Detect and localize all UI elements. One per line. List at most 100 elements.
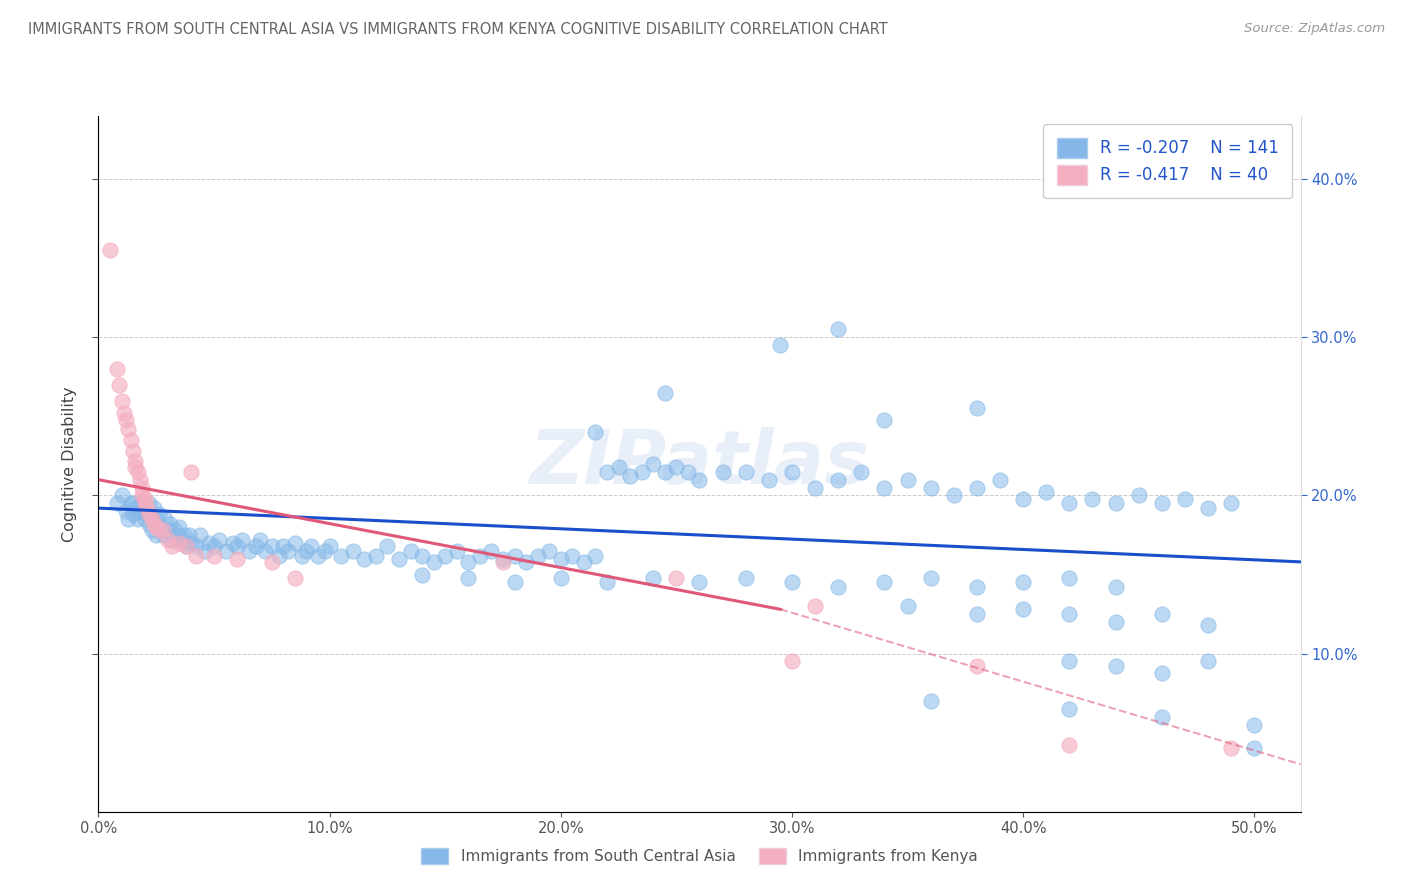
Point [141,512,163,526]
Point [226,539,249,553]
Point [145,520,167,534]
Point [1104,659,1126,673]
Point [780,575,803,590]
Point [131,481,153,495]
Point [260,539,283,553]
Point [561,549,583,563]
Point [377,539,399,553]
Point [643,571,665,585]
Point [253,543,276,558]
Point [162,539,184,553]
Point [503,575,526,590]
Point [585,549,607,563]
Point [873,412,896,426]
Point [115,412,138,426]
Point [208,533,231,547]
Point [607,460,630,475]
Point [769,338,792,352]
Point [124,453,146,467]
Point [120,433,142,447]
Point [105,496,128,510]
Point [129,473,152,487]
Point [277,543,299,558]
Point [273,539,295,553]
Point [148,508,170,522]
Point [688,473,710,487]
Point [804,481,827,495]
Point [468,549,491,563]
Point [145,512,167,526]
Point [141,523,163,537]
Point [1104,580,1126,594]
Point [177,528,200,542]
Point [481,543,503,558]
Point [503,549,526,563]
Point [184,539,207,553]
Point [1059,702,1081,716]
Point [1150,710,1173,724]
Point [492,551,515,566]
Point [245,539,267,553]
Point [174,539,197,553]
Text: ZIPatlas: ZIPatlas [530,427,869,500]
Point [851,465,873,479]
Point [734,571,756,585]
Point [1174,491,1197,506]
Point [342,543,364,558]
Point [122,508,145,522]
Point [138,516,160,531]
Point [1059,607,1081,621]
Point [169,520,191,534]
Point [221,536,243,550]
Point [596,575,619,590]
Point [260,555,283,569]
Point [446,543,468,558]
Point [643,457,665,471]
Point [120,496,142,510]
Point [162,533,184,547]
Point [758,473,780,487]
Point [110,488,132,502]
Point [188,528,211,542]
Point [1059,571,1081,585]
Point [1104,496,1126,510]
Point [873,481,896,495]
Point [676,465,699,479]
Point [134,512,156,526]
Point [619,469,641,483]
Point [299,539,322,553]
Point [202,549,225,563]
Point [411,567,433,582]
Point [1104,615,1126,629]
Point [330,549,353,563]
Point [152,523,174,537]
Point [117,512,139,526]
Point [314,543,336,558]
Point [170,533,193,547]
Point [108,377,131,392]
Point [920,571,942,585]
Point [654,385,676,400]
Point [654,465,676,479]
Point [966,401,988,416]
Text: Source: ZipAtlas.com: Source: ZipAtlas.com [1244,22,1385,36]
Point [198,536,221,550]
Point [110,393,132,408]
Point [688,575,710,590]
Point [169,536,191,550]
Point [399,543,422,558]
Point [966,481,988,495]
Point [988,473,1011,487]
Point [353,551,375,566]
Point [827,473,849,487]
Point [827,580,849,594]
Point [124,501,146,516]
Point [124,460,146,475]
Point [538,543,561,558]
Point [1128,488,1150,502]
Point [152,528,174,542]
Point [966,580,988,594]
Point [1243,717,1265,731]
Point [1243,741,1265,756]
Point [194,543,217,558]
